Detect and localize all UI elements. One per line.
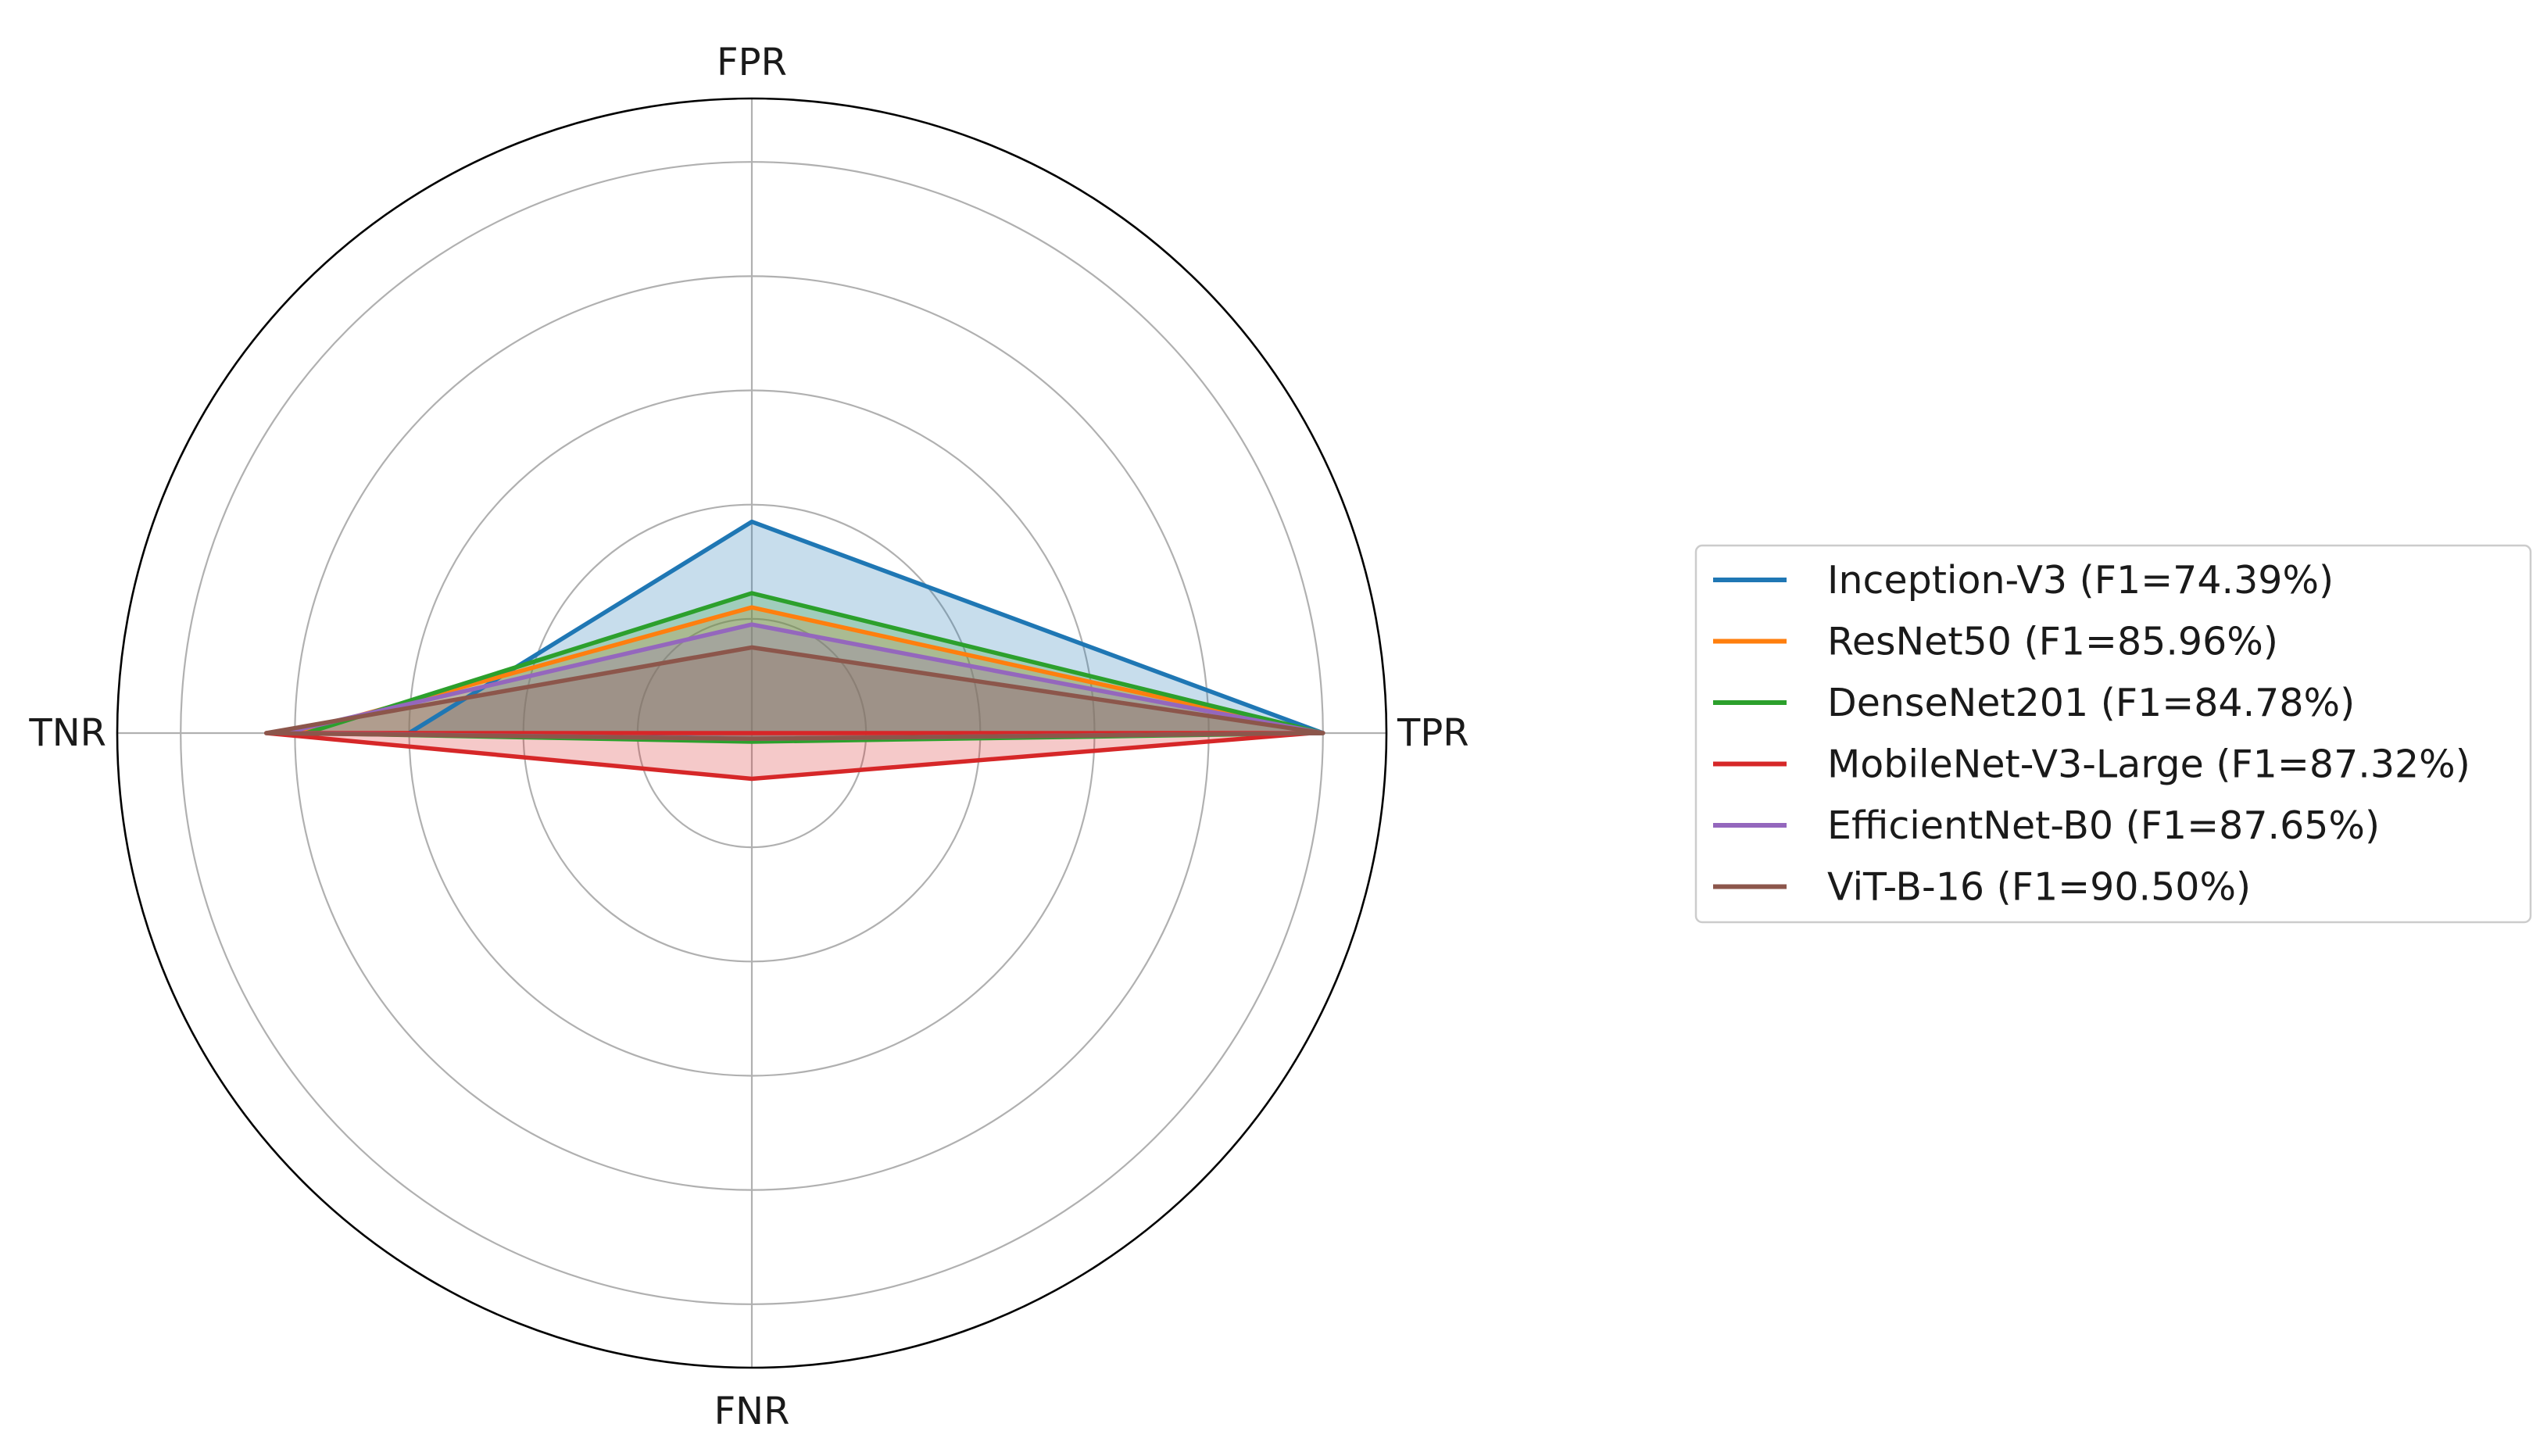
- legend: Inception-V3 (F1=74.39%) ResNet50 (F1=85.…: [1696, 546, 2531, 922]
- axis-label-fnr: FNR: [714, 1390, 790, 1433]
- axis-label-tpr: TPR: [1397, 711, 1469, 755]
- legend-label-resnet50-f1-85-96: ResNet50 (F1=85.96%): [1827, 620, 2278, 664]
- legend-label-vit-b-16-f1-90-50: ViT-B-16 (F1=90.50%): [1827, 865, 2251, 910]
- legend-label-efficientnet-b0-f1-87-65: EfficientNet-B0 (F1=87.65%): [1827, 803, 2380, 848]
- radar-series: [267, 522, 1323, 779]
- legend-label-inception-v3-f1-74-39: Inception-V3 (F1=74.39%): [1827, 558, 2334, 603]
- axis-label-tnr: TNR: [28, 711, 106, 755]
- legend-label-densenet201-f1-84-78: DenseNet201 (F1=84.78%): [1827, 681, 2355, 725]
- axis-label-fpr: FPR: [717, 41, 787, 84]
- legend-label-mobilenet-v3-large-f1-87-32: MobileNet-V3-Large (F1=87.32%): [1827, 742, 2470, 787]
